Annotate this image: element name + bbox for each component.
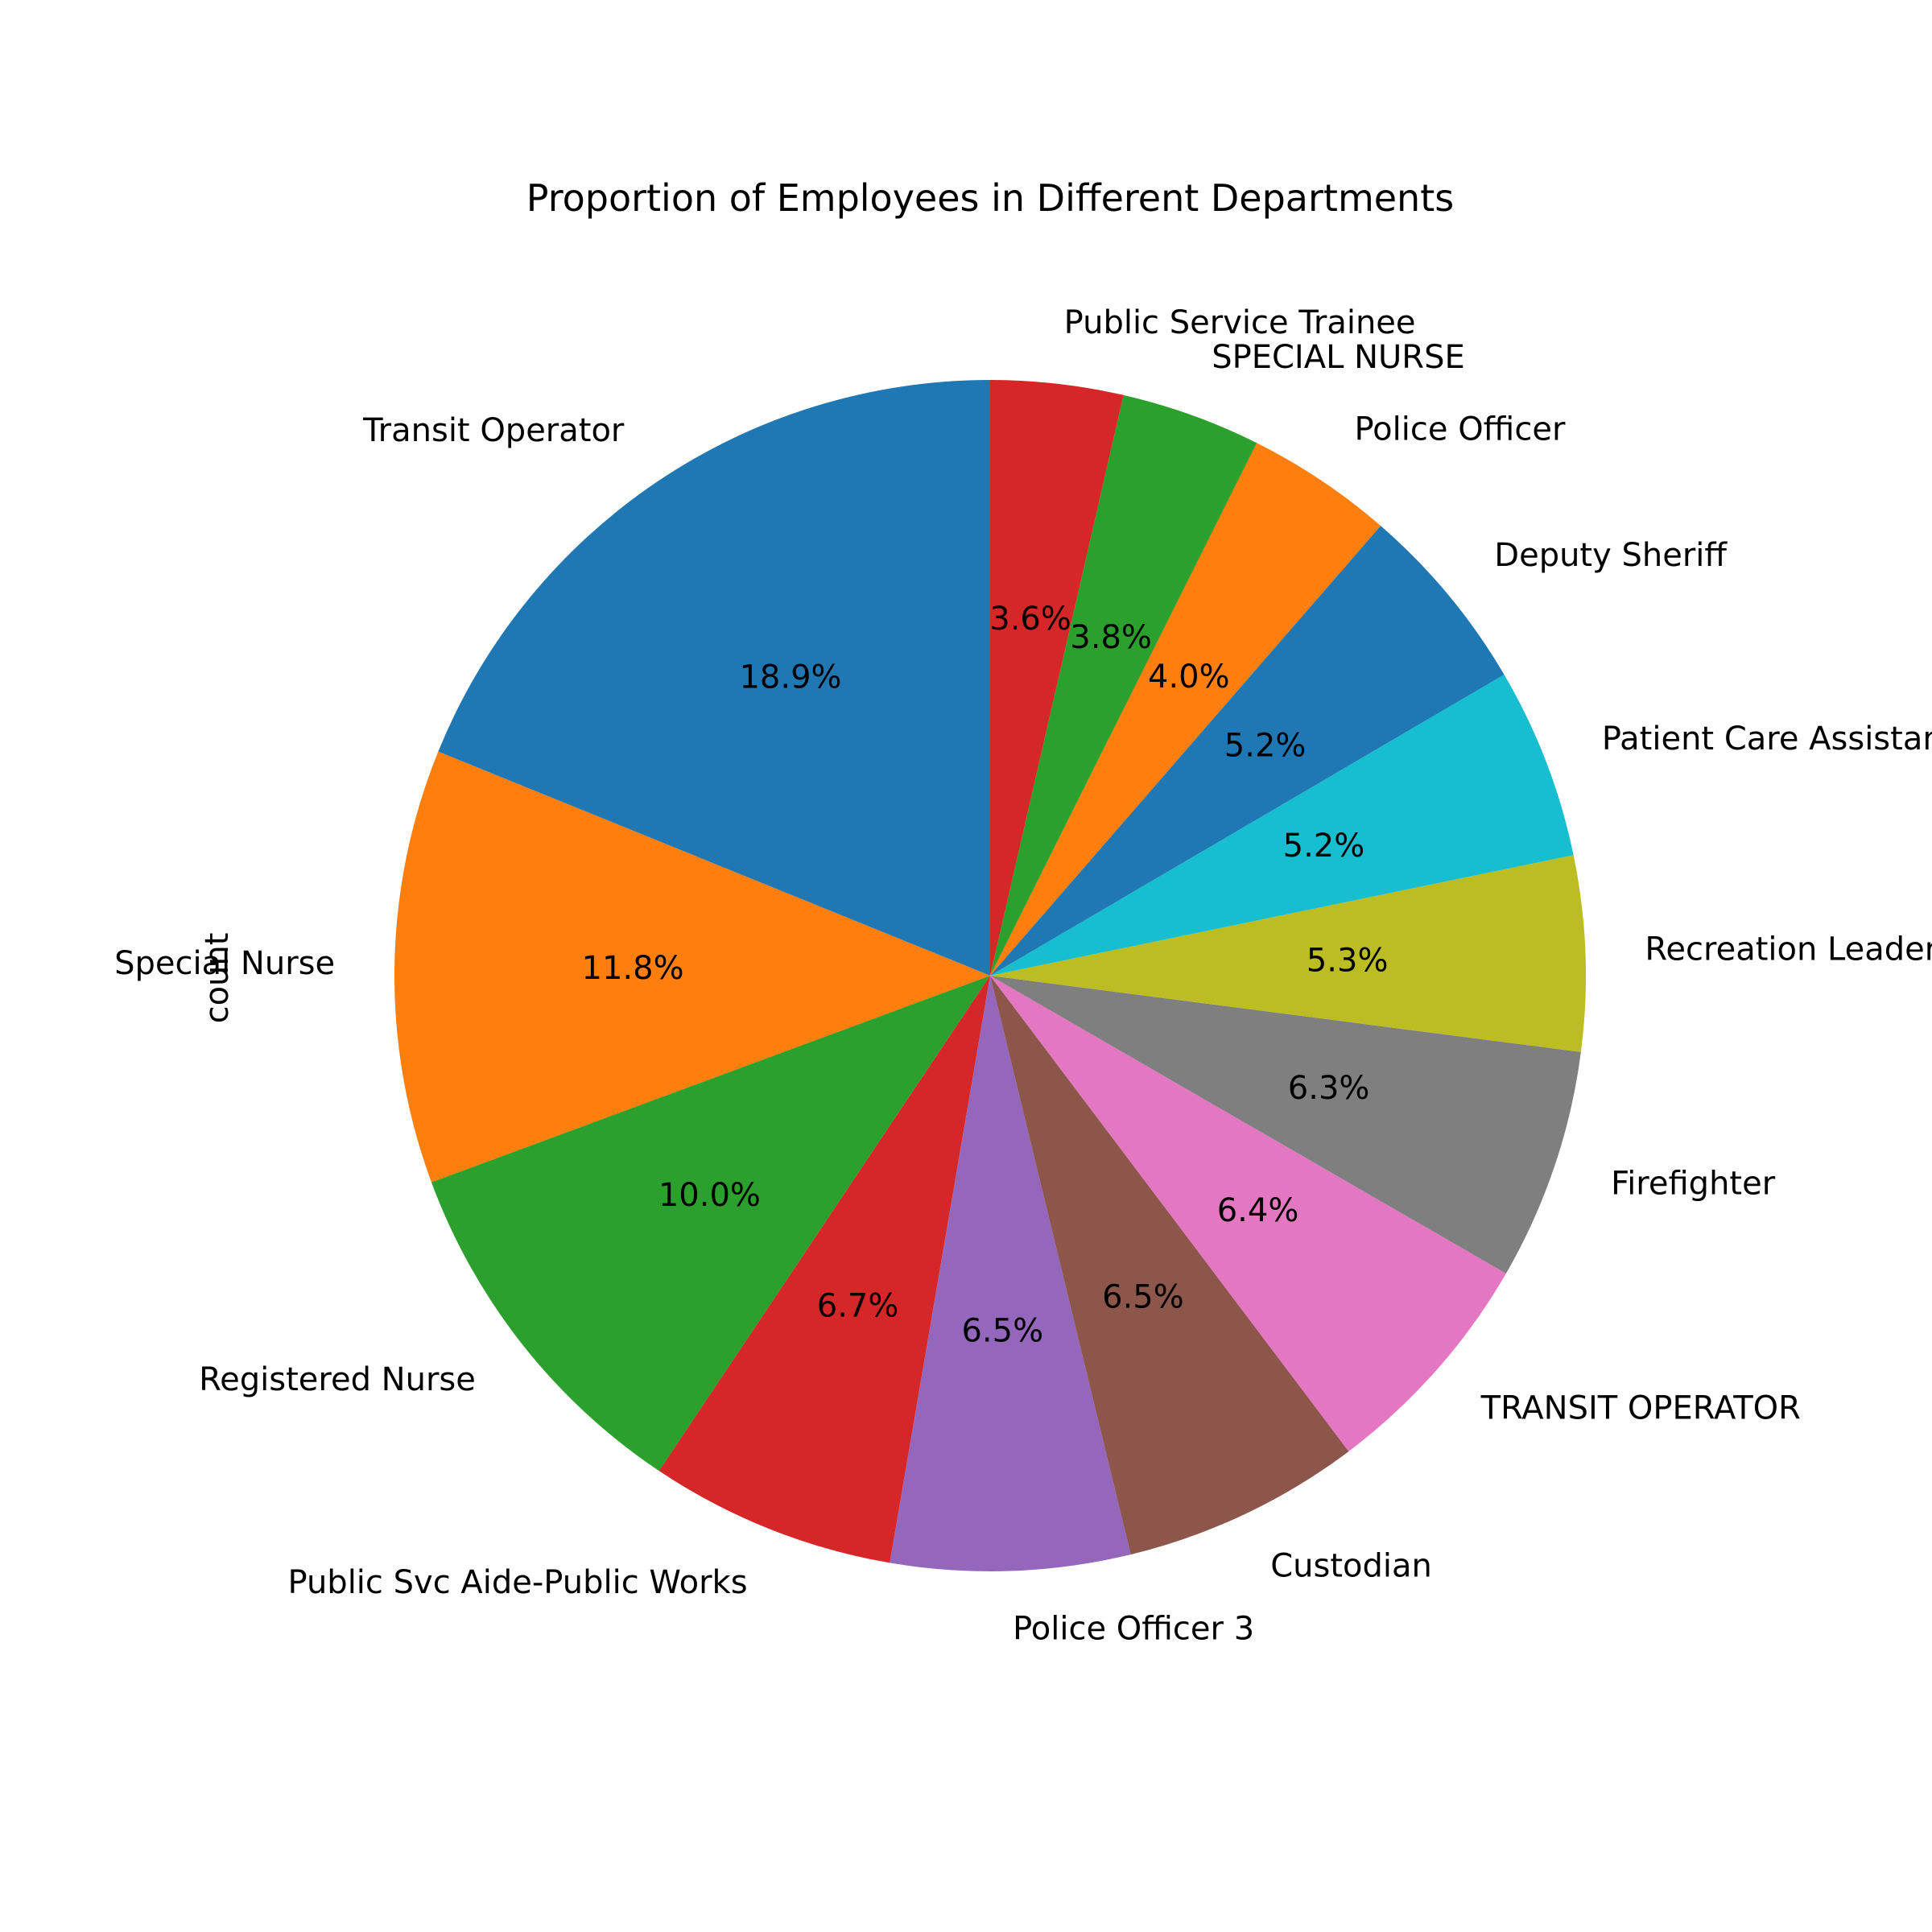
slice-percent-patient-care-assistant: 5.2% <box>1283 828 1365 865</box>
slice-label-public-svc-aide-public-works: Public Svc Aide-Public Works <box>288 1564 748 1601</box>
slice-percent-special-nurse: 11.8% <box>582 950 684 987</box>
slice-percent-transit-operator: 6.4% <box>1217 1192 1299 1229</box>
slice-percent-recreation-leader: 5.3% <box>1307 942 1389 979</box>
pie-slice-police-officer-3 <box>890 976 1131 1571</box>
slices-layer <box>394 380 1586 1571</box>
slice-label-special-nurse: SPECIAL NURSE <box>1212 339 1465 376</box>
slice-percent-police-officer: 4.0% <box>1148 658 1230 696</box>
pie-slice-deputy-sheriff <box>990 526 1505 976</box>
pie-slice-transit-operator <box>438 380 990 976</box>
slice-percent-public-svc-aide-public-works: 6.7% <box>817 1287 899 1324</box>
labels-layer: Transit Operator Special Nurse Registered … <box>114 304 1932 1647</box>
pie-slice-registered-nurse <box>431 976 990 1472</box>
percent-labels-layer: 18.9% 11.8% 10.0% 6.7% 6.5% 6.5% 6.4% 6.3% 5.3% 5… <box>582 601 1389 1350</box>
slice-percent-deputy-sheriff: 5.2% <box>1224 727 1307 764</box>
slice-label-police-officer: Police Officer <box>1354 411 1565 448</box>
pie-slice-public-svc-aide-public-works <box>658 976 990 1563</box>
pie-slice-transit-operator <box>990 976 1506 1451</box>
pie-slice-firefighter <box>990 976 1581 1274</box>
pie-slice-patient-care-assistant <box>990 674 1574 976</box>
pie-slice-public-service-trainee <box>990 380 1124 976</box>
slice-label-firefighter: Firefighter <box>1611 1166 1776 1203</box>
slice-percent-special-nurse: 3.8% <box>1070 619 1152 656</box>
slice-label-special-nurse: Special Nurse <box>114 945 335 982</box>
y-axis-label: count <box>199 933 236 1024</box>
slice-percent-firefighter: 6.3% <box>1288 1070 1370 1107</box>
slice-label-patient-care-assistant: Patient Care Assistant <box>1602 720 1932 758</box>
slice-label-transit-operator: TRANSIT OPERATOR <box>1480 1389 1801 1426</box>
slice-label-recreation-leader: Recreation Leader <box>1645 931 1932 968</box>
pie-slice-special-nurse <box>394 751 990 1183</box>
slice-percent-registered-nurse: 10.0% <box>658 1177 761 1214</box>
pie-slice-police-officer <box>990 443 1381 976</box>
slice-label-registered-nurse: Registered Nurse <box>199 1361 476 1398</box>
pie-slice-special-nurse <box>990 394 1257 976</box>
slice-label-public-service-trainee: Public Service Trainee <box>1064 304 1416 341</box>
slice-percent-police-officer-3: 6.5% <box>961 1313 1043 1350</box>
slice-percent-public-service-trainee: 3.6% <box>989 601 1071 638</box>
slice-label-custodian: Custodian <box>1270 1548 1432 1585</box>
chart-title: Proportion of Employees in Different Dep… <box>526 176 1454 220</box>
pie-slice-custodian <box>990 976 1349 1555</box>
pie-slice-recreation-leader <box>990 855 1586 1052</box>
slice-label-police-officer-3: Police Officer 3 <box>1013 1611 1254 1648</box>
slice-label-deputy-sheriff: Deputy Sheriff <box>1494 537 1728 574</box>
slice-percent-custodian: 6.5% <box>1102 1278 1184 1315</box>
slice-percent-transit-operator: 18.9% <box>739 659 841 696</box>
slice-label-transit-operator: Transit Operator <box>362 412 625 449</box>
